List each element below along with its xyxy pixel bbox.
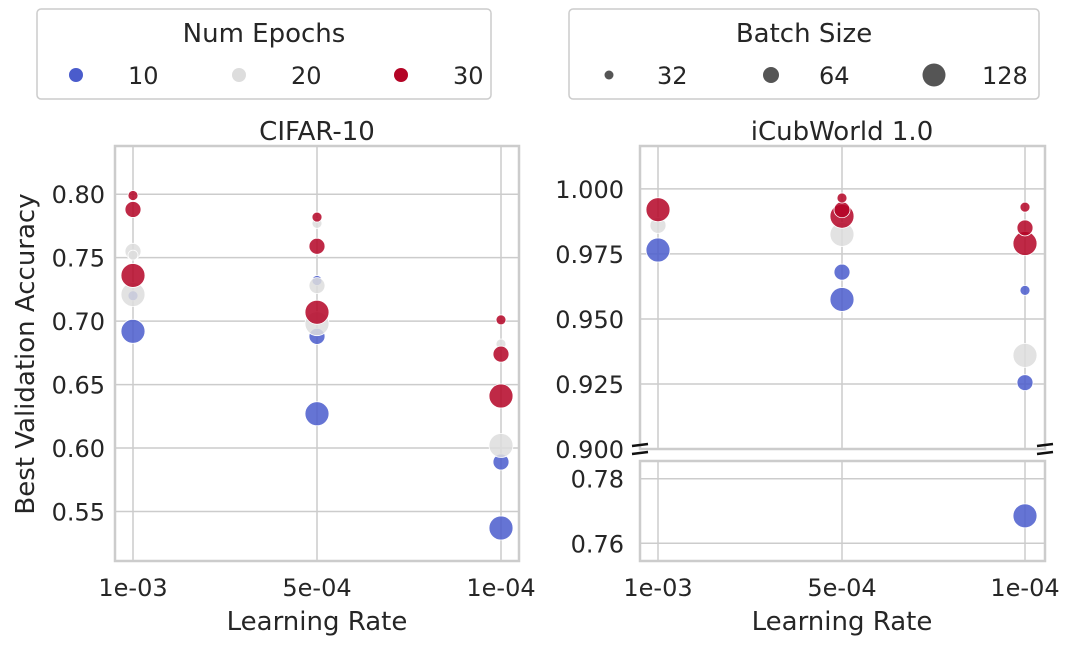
data-point <box>495 314 507 326</box>
data-point <box>1019 201 1031 213</box>
y-tick-label: 0.65 <box>52 372 105 400</box>
panel-title-cifar10: CIFAR-10 <box>259 117 375 147</box>
data-point <box>833 201 851 219</box>
y-tick-label: 0.900 <box>555 436 624 464</box>
y-tick-label: 0.60 <box>52 435 105 463</box>
legend-batch-marker-32 <box>604 70 614 80</box>
x-axis-label-cifar10: Learning Rate <box>227 607 408 637</box>
y-tick-label: 0.925 <box>555 371 624 399</box>
panel-title-icubworld: iCubWorld 1.0 <box>751 117 933 147</box>
panel-icubworld: iCubWorld 1.0 0.900 0.925 0.950 0.975 1.000 0… <box>555 117 1059 637</box>
legend-epochs-marker-20 <box>232 68 246 82</box>
data-point <box>308 237 326 255</box>
y-tick-label: 0.78 <box>571 466 624 494</box>
data-point <box>304 401 330 427</box>
data-point <box>488 515 514 541</box>
legend-epochs-marker-10 <box>69 68 83 82</box>
data-point <box>311 211 323 223</box>
x-tick-label: 1e-04 <box>466 574 535 602</box>
data-point <box>120 263 146 288</box>
data-point <box>1016 374 1034 392</box>
legend-batch-label-64: 64 <box>819 62 850 90</box>
data-point <box>836 192 848 204</box>
plot-frame-cifar10 <box>113 144 521 563</box>
y-axis-label: Best Validation Accuracy <box>11 193 41 514</box>
panel-cifar10: CIFAR-10 0.55 0.60 0.65 0.70 0.75 0.80 1e-03 5… <box>11 117 536 637</box>
legend-batch-label-32: 32 <box>657 62 688 90</box>
legend-epochs-label-30: 30 <box>453 62 484 90</box>
data-point <box>120 318 146 344</box>
data-point <box>488 433 514 458</box>
legend-batch-size-title: Batch Size <box>736 19 872 49</box>
x-tick-label: 5e-04 <box>282 574 351 602</box>
plot-frame-icubworld-lower <box>638 459 1047 563</box>
data-point <box>127 249 139 261</box>
data-point <box>492 345 510 363</box>
data-point <box>488 383 514 409</box>
y-tick-label: 0.70 <box>52 308 105 336</box>
legend-batch-label-128: 128 <box>982 62 1028 90</box>
legend-num-epochs: Num Epochs 10 20 30 <box>36 8 492 100</box>
legend-epochs-label-10: 10 <box>128 62 159 90</box>
legend-batch-marker-128 <box>922 63 946 87</box>
y-tick-label: 0.55 <box>52 499 105 527</box>
plot-frame-icubworld-upper <box>638 144 1047 451</box>
legend-batch-marker-64 <box>763 67 779 83</box>
data-point <box>1012 503 1038 529</box>
y-tick-label: 0.76 <box>571 530 624 558</box>
axis-break-marks <box>631 442 1054 456</box>
x-tick-label: 5e-04 <box>807 574 876 602</box>
y-tick-label: 0.950 <box>555 306 624 334</box>
data-point <box>124 201 142 218</box>
data-point <box>127 190 139 201</box>
x-tick-label: 1e-04 <box>990 574 1059 602</box>
data-point <box>1012 342 1038 368</box>
data-point <box>833 263 851 281</box>
x-tick-label: 1e-03 <box>98 574 167 602</box>
data-point <box>645 197 671 223</box>
x-tick-label: 1e-03 <box>623 574 692 602</box>
data-point <box>645 237 671 263</box>
data-point <box>308 277 326 295</box>
legend-batch-size: Batch Size 32 64 128 <box>568 8 1040 100</box>
y-tick-label: 1.000 <box>555 176 624 204</box>
data-point <box>1016 219 1034 237</box>
y-tick-label: 0.75 <box>52 245 105 273</box>
legend-num-epochs-title: Num Epochs <box>183 19 346 49</box>
data-point <box>304 299 330 325</box>
x-axis-label-icubworld: Learning Rate <box>752 607 933 637</box>
legend-epochs-marker-30 <box>394 68 408 82</box>
y-tick-label: 0.80 <box>52 181 105 209</box>
data-point <box>829 287 855 312</box>
data-point <box>1019 284 1031 296</box>
y-tick-label: 0.975 <box>555 241 624 269</box>
legend-epochs-label-20: 20 <box>291 62 322 90</box>
